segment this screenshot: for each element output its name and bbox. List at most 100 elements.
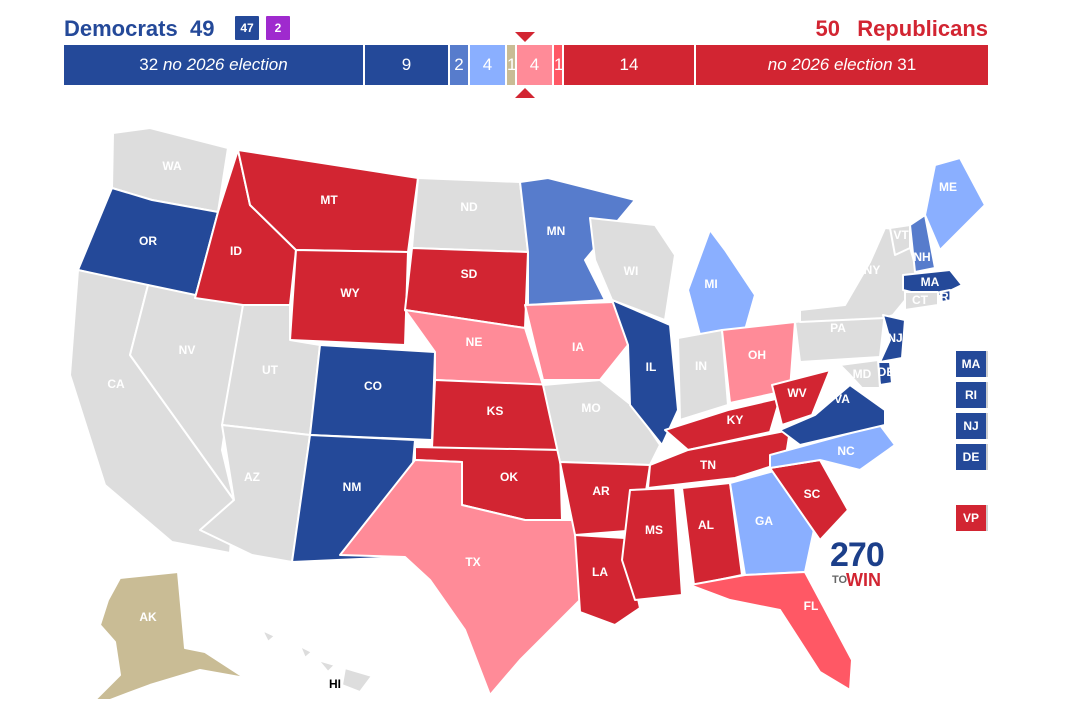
state-ia[interactable] xyxy=(524,301,629,381)
bar-segment-likely-dem[interactable]: 2 xyxy=(450,45,470,85)
state-label-az: AZ xyxy=(244,470,260,484)
state-label-hi: HI xyxy=(329,677,341,691)
state-label-md: MD xyxy=(853,367,872,381)
270towin-logo: 270 TO WIN xyxy=(830,538,900,592)
state-tx[interactable] xyxy=(339,459,581,696)
state-vt[interactable] xyxy=(889,224,911,256)
state-label-mn: MN xyxy=(547,224,566,238)
state-wi[interactable] xyxy=(589,217,676,321)
bar-segment-count: 32 xyxy=(139,55,159,74)
state-label-ri: RI xyxy=(940,290,952,304)
bar-segment-text: no 2026 election xyxy=(162,55,288,74)
state-label-wi: WI xyxy=(624,264,639,278)
state-label-in: IN xyxy=(695,359,707,373)
state-in[interactable] xyxy=(677,329,729,421)
state-mi[interactable] xyxy=(687,229,756,336)
bar-segment-count: 1 xyxy=(554,55,564,74)
state-label-or: OR xyxy=(139,234,157,248)
logo-win: WIN xyxy=(846,570,881,590)
side-box-de[interactable]: DE xyxy=(956,444,988,470)
state-wy[interactable] xyxy=(289,249,409,346)
state-label-id: ID xyxy=(230,244,242,258)
majority-marker-top-icon xyxy=(515,32,535,42)
state-label-pa: PA xyxy=(830,321,846,335)
state-label-al: AL xyxy=(698,518,714,532)
bar-segment-count: 2 xyxy=(454,55,464,74)
bar-segment-rep-no-election[interactable]: no 2026 election 31 xyxy=(696,45,988,85)
state-ak[interactable] xyxy=(94,571,246,701)
state-label-ky: KY xyxy=(727,413,744,427)
side-box-ri[interactable]: RI xyxy=(956,382,988,408)
republicans-total: 50 xyxy=(815,16,840,41)
state-label-wa: WA xyxy=(162,159,182,173)
logo-number: 270 xyxy=(830,536,885,574)
state-label-nv: NV xyxy=(179,343,196,357)
state-hi[interactable] xyxy=(261,629,373,693)
header: Democrats 49 47 2 50 Republicans xyxy=(64,12,988,44)
state-fl[interactable] xyxy=(689,571,853,691)
state-label-il: IL xyxy=(646,360,657,374)
state-label-ok: OK xyxy=(500,470,518,484)
state-ky[interactable] xyxy=(664,397,781,451)
state-label-va: VA xyxy=(834,392,850,406)
democrats-seat-badge: 47 xyxy=(235,16,259,40)
state-label-ne: NE xyxy=(466,335,483,349)
state-label-vt: VT xyxy=(893,228,909,242)
state-md[interactable] xyxy=(839,359,881,389)
democrats-label: Democrats xyxy=(64,16,178,41)
state-label-ks: KS xyxy=(487,404,504,418)
state-ri[interactable] xyxy=(939,289,953,303)
vice-president-box[interactable]: VP xyxy=(956,505,988,531)
state-label-fl: FL xyxy=(804,599,819,613)
state-label-ak: AK xyxy=(139,610,157,624)
state-va[interactable] xyxy=(779,384,886,446)
bar-segment-safe-rep[interactable]: 14 xyxy=(564,45,696,85)
state-il[interactable] xyxy=(611,299,679,446)
state-mn[interactable] xyxy=(519,177,636,306)
state-label-ma: MA xyxy=(921,275,940,289)
state-label-sc: SC xyxy=(804,487,821,501)
seat-balance-bar: 32 no 2026 election 9 2 4 1 4 1 14 no 20… xyxy=(64,45,988,85)
state-ct[interactable] xyxy=(904,291,939,311)
republicans-label: Republicans xyxy=(857,16,988,41)
bar-segment-count: 4 xyxy=(482,55,493,74)
state-label-wv: WV xyxy=(787,386,806,400)
state-label-oh: OH xyxy=(748,348,766,362)
state-wv[interactable] xyxy=(771,369,831,426)
bar-segment-text: no 2026 election xyxy=(767,55,893,74)
state-label-ga: GA xyxy=(755,514,773,528)
state-nh[interactable] xyxy=(909,214,936,273)
majority-marker-bottom-icon xyxy=(515,88,535,98)
bar-segment-lean-dem[interactable]: 4 xyxy=(470,45,507,85)
side-box-nj[interactable]: NJ xyxy=(956,413,988,439)
state-label-mi: MI xyxy=(704,277,717,291)
bar-segment-lean-rep[interactable]: 4 xyxy=(517,45,554,85)
bar-segment-count: 1 xyxy=(507,55,517,74)
side-box-ma[interactable]: MA xyxy=(956,351,988,377)
bar-segment-count: 14 xyxy=(619,55,639,74)
state-me[interactable] xyxy=(924,157,986,251)
state-label-tx: TX xyxy=(465,555,480,569)
bar-segment-count: 31 xyxy=(897,55,917,74)
independents-seat-badge: 2 xyxy=(266,16,290,40)
state-label-ut: UT xyxy=(262,363,279,377)
state-nd[interactable] xyxy=(411,177,529,253)
state-label-ia: IA xyxy=(572,340,584,354)
state-label-nd: ND xyxy=(460,200,478,214)
state-ms[interactable] xyxy=(621,487,683,601)
bar-segment-safe-dem[interactable]: 9 xyxy=(365,45,450,85)
bar-segment-likely-rep[interactable]: 1 xyxy=(554,45,564,85)
state-label-me: ME xyxy=(939,180,957,194)
state-label-co: CO xyxy=(364,379,382,393)
state-label-ct: CT xyxy=(912,293,929,307)
state-nj[interactable] xyxy=(879,314,906,363)
democrats-total: 49 xyxy=(190,16,215,41)
state-label-ar: AR xyxy=(592,484,610,498)
bar-segment-dem-no-election[interactable]: 32 no 2026 election xyxy=(64,45,365,85)
state-label-de: DE xyxy=(878,365,895,379)
state-label-sd: SD xyxy=(461,267,478,281)
state-label-nm: NM xyxy=(343,480,362,494)
bar-segment-tossup[interactable]: 1 xyxy=(507,45,517,85)
state-label-ca: CA xyxy=(107,377,125,391)
